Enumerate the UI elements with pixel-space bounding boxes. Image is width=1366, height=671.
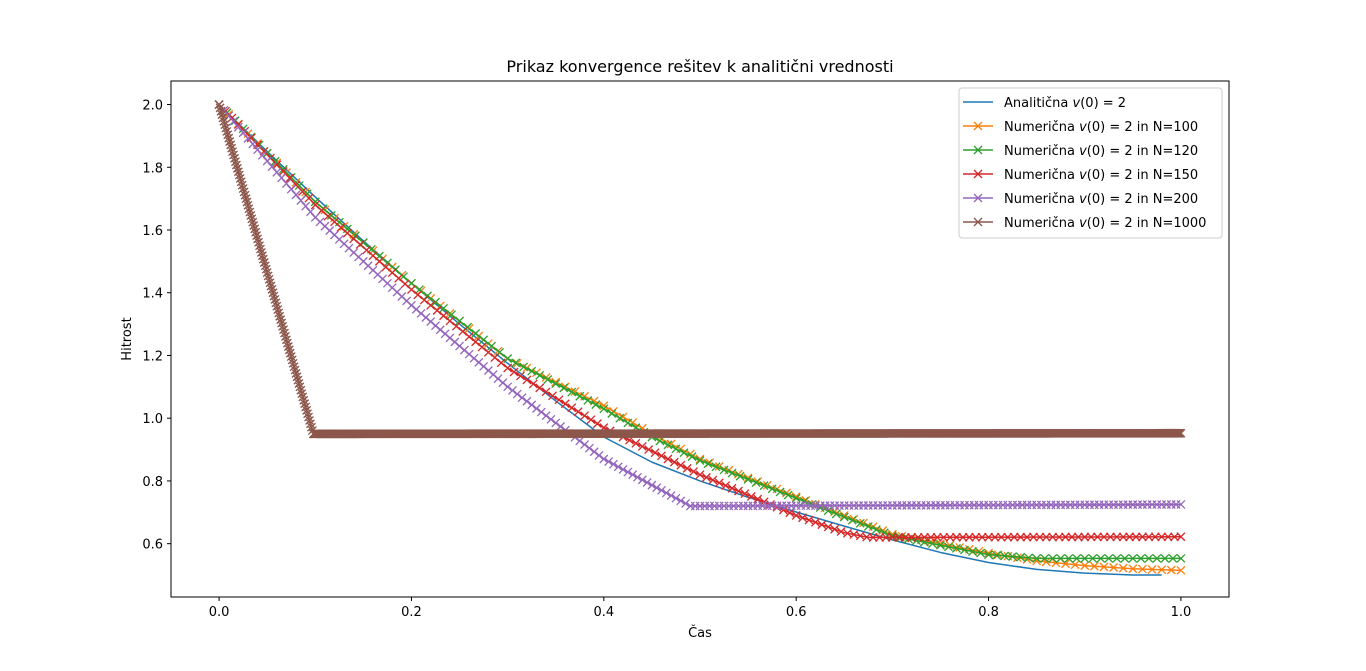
legend-marker (973, 217, 983, 227)
y-axis-label: Hitrost (120, 317, 135, 360)
axes-frame (170, 80, 1230, 598)
legend-marker (973, 193, 983, 203)
x-tick-label: 0.8 (978, 605, 999, 620)
x-tick-label: 0.2 (401, 605, 422, 620)
legend-label: Analitična v(0) = 2 (1004, 96, 1126, 111)
x-tick-label: 0.0 (209, 605, 230, 620)
legend-item: Numerična v(0) = 2 in N=150 (963, 168, 1198, 183)
y-tick-label: 1.0 (142, 412, 163, 427)
x-axis-label: Čas (688, 625, 712, 641)
legend-item: Numerična v(0) = 2 in N=1000 (963, 216, 1206, 231)
plot-area (214, 100, 1186, 576)
series-5 (214, 100, 1186, 511)
y-axis: 0.6 0.8 1.0 1.2 1.4 1.6 1.8 2.0 (142, 99, 171, 553)
legend-label: Numerična v(0) = 2 in N=200 (1004, 192, 1198, 207)
x-tick-label: 0.4 (593, 605, 614, 620)
legend-item: Analitična v(0) = 2 (963, 96, 1126, 111)
y-tick-label: 1.6 (142, 224, 163, 239)
legend-marker (973, 145, 983, 155)
legend-frame (958, 87, 1223, 239)
legend-item: Numerična v(0) = 2 in N=200 (963, 192, 1198, 207)
y-tick-label: 1.2 (142, 349, 163, 364)
legend-marker (973, 169, 983, 179)
y-tick-label: 0.8 (142, 475, 163, 490)
y-tick-label: 1.8 (142, 161, 163, 176)
series-markers (214, 100, 1186, 439)
legend-label: Numerična v(0) = 2 in N=1000 (1004, 216, 1206, 231)
y-tick-label: 2.0 (142, 99, 163, 114)
legend-marker (973, 121, 983, 131)
x-tick-label: 0.6 (786, 605, 807, 620)
y-tick-label: 1.4 (142, 287, 163, 302)
x-tick-label: 1.0 (1171, 605, 1192, 620)
chart-title: Prikaz konvergence rešitev k analitični … (506, 57, 893, 76)
legend-item: Numerična v(0) = 2 in N=100 (963, 120, 1198, 135)
series-6 (214, 100, 1186, 439)
legend-item: Numerična v(0) = 2 in N=120 (963, 144, 1198, 159)
legend-label: Numerična v(0) = 2 in N=150 (1004, 168, 1198, 183)
legend-label: Numerična v(0) = 2 in N=120 (1004, 144, 1198, 159)
y-tick-label: 0.6 (142, 538, 163, 553)
legend: Analitična v(0) = 2 Numerična v(0) = 2 in… (958, 87, 1223, 239)
x-axis: 0.0 0.2 0.4 0.6 0.8 1.0 (209, 597, 1192, 620)
legend-label: Numerična v(0) = 2 in N=100 (1004, 120, 1198, 135)
